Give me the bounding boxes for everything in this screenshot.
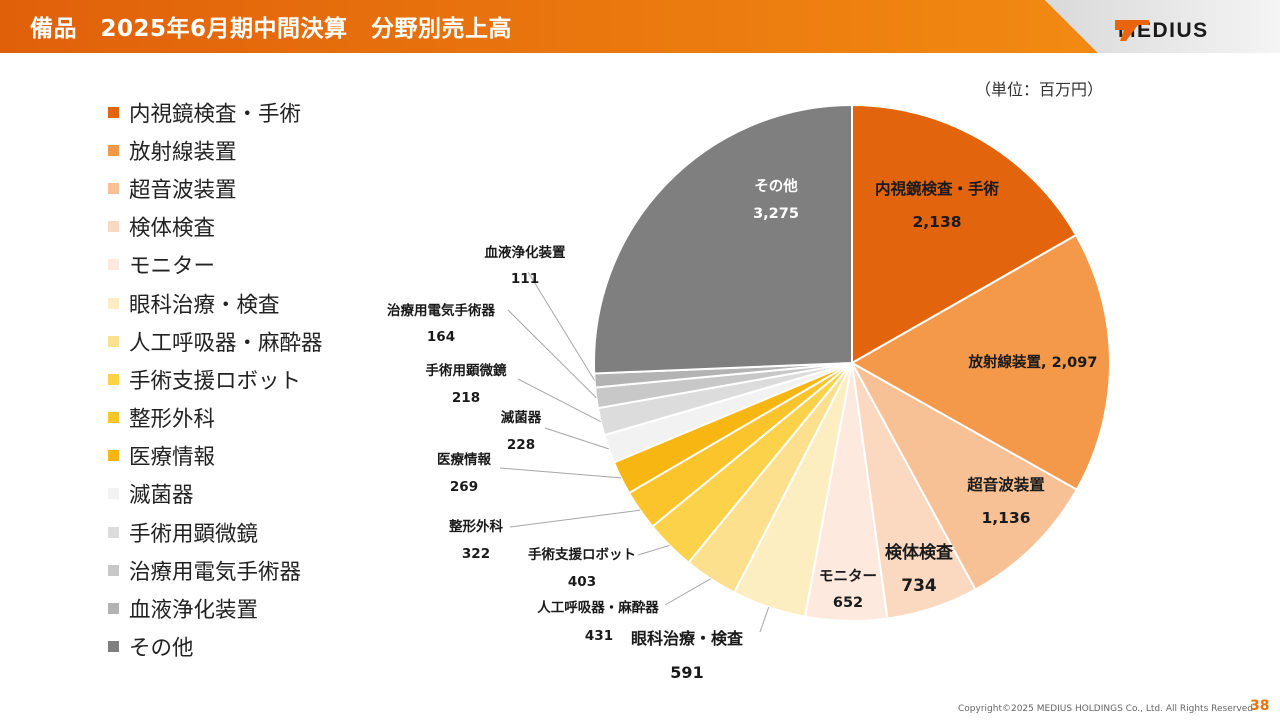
data-label-value: 269 [450, 479, 478, 495]
data-label-value: 431 [585, 628, 613, 644]
legend-label: 眼科治療・検査 [129, 292, 280, 318]
leader-line [527, 271, 596, 381]
data-label-name: モニター [819, 568, 877, 585]
leader-line [664, 578, 711, 606]
data-label-name: 検体検査 [885, 542, 954, 563]
data-label-value: 228 [507, 437, 535, 453]
legend-label: 手術用顕微鏡 [129, 521, 259, 547]
legend-label: 人工呼吸器・麻酔器 [129, 330, 323, 356]
copyright-text: Copyright©2025 MEDIUS HOLDINGS Co., Ltd.… [958, 704, 1254, 714]
legend-label: 医療情報 [129, 445, 216, 471]
legend-swatch [108, 221, 119, 233]
legend-swatch [108, 412, 119, 424]
legend-swatch [108, 182, 119, 194]
legend-item: 治療用電気手術器 [108, 551, 468, 589]
data-label-value: 652 [833, 595, 863, 611]
legend-swatch [108, 641, 119, 653]
data-label-value: 734 [901, 576, 937, 596]
legend-swatch [108, 259, 119, 271]
legend-item: 超音波装置 [108, 169, 468, 207]
data-label-name: 眼科治療・検査 [631, 629, 743, 648]
legend-label: 検体検査 [129, 216, 216, 242]
legend-swatch [108, 564, 119, 576]
data-label-name: 滅菌器 [501, 409, 542, 426]
pie-slice [849, 360, 1079, 591]
legend-label: モニター [129, 254, 216, 280]
legend-label: 滅菌器 [129, 483, 194, 509]
legend-item: 眼科治療・検査 [108, 284, 468, 322]
data-label-name: 治療用電気手術器 [387, 302, 495, 319]
data-label: 放射線装置, 2,097 [968, 353, 1098, 371]
legend-label: 治療用電気手術器 [129, 559, 302, 585]
legend-item: 整形外科 [108, 399, 468, 437]
legend-item: 血液浄化装置 [108, 589, 468, 627]
legend-label: 内視鏡検査・手術 [129, 101, 302, 127]
brand-logo: MEDIUS [1112, 16, 1209, 46]
legend-swatch [108, 526, 119, 538]
legend-swatch [108, 106, 119, 118]
legend-label: 血液浄化装置 [129, 598, 259, 624]
legend-item: 手術支援ロボット [108, 360, 468, 398]
legend-label: その他 [129, 636, 194, 662]
legend-label: 放射線装置 [129, 139, 237, 165]
data-label-value: 164 [427, 329, 455, 345]
data-label-name: 整形外科 [449, 518, 503, 535]
data-label-value: 218 [452, 390, 480, 406]
data-label-name: 血液浄化装置 [485, 244, 566, 261]
pie-slice [849, 233, 1112, 492]
chart-legend: 内視鏡検査・手術 放射線装置超音波装置検体検査モニター眼科治療・検査人工呼吸器・麻… [108, 93, 468, 666]
legend-item: 内視鏡検査・手術 [108, 93, 468, 131]
leader-line [499, 467, 622, 479]
legend-item: 医療情報 [108, 437, 468, 475]
pie-slice [851, 103, 1078, 365]
data-label-name: 手術支援ロボット [528, 546, 636, 563]
data-label-name: 人工呼吸器・麻酔器 [537, 599, 659, 616]
legend-label: 超音波装置 [129, 177, 237, 203]
legend-item: 滅菌器 [108, 475, 468, 513]
data-label-name: その他 [754, 177, 798, 195]
legend-swatch [108, 450, 119, 462]
leader-line [507, 309, 597, 399]
legend-swatch [108, 488, 119, 500]
medius-logo-icon [1115, 20, 1149, 41]
legend-swatch [108, 297, 119, 309]
data-label-value: 591 [670, 663, 703, 682]
data-label-name: 超音波装置 [966, 475, 1045, 494]
page-title: 備品 2025年6月期中間決算 分野別売上高 [30, 16, 513, 42]
data-label-value: 3,275 [753, 206, 799, 222]
leader-line [509, 509, 641, 528]
data-label-value: 403 [568, 574, 596, 590]
legend-swatch [108, 603, 119, 615]
legend-swatch [108, 373, 119, 385]
legend-swatch [108, 335, 119, 347]
data-label-name: 内視鏡検査・手術 [875, 179, 1000, 198]
legend-item: 検体検査 [108, 208, 468, 246]
legend-item: 手術用顕微鏡 [108, 513, 468, 551]
legend-label: 手術支援ロボット [129, 368, 302, 394]
unit-label: （単位：百万円） [975, 80, 1104, 99]
legend-item: その他 [108, 628, 468, 666]
data-label-value: 322 [462, 546, 490, 562]
leader-line [637, 544, 670, 556]
data-label-value: 1,136 [981, 509, 1030, 527]
leader-line [544, 427, 609, 450]
data-label-value: 2,138 [912, 213, 961, 231]
header-bar: 備品 2025年6月期中間決算 分野別売上高 MEDIUS [0, 0, 1280, 53]
leader-line [759, 607, 770, 633]
leader-line [517, 378, 602, 423]
data-label-name: 手術用顕微鏡 [426, 362, 507, 379]
legend-label: 整形外科 [129, 407, 216, 433]
page-number: 38 [1250, 698, 1270, 714]
header-background [0, 0, 1280, 53]
legend-item: モニター [108, 246, 468, 284]
legend-item: 放射線装置 [108, 131, 468, 169]
legend-item: 人工呼吸器・麻酔器 [108, 322, 468, 360]
data-label-name: 医療情報 [437, 451, 491, 468]
pie-slice [593, 103, 853, 375]
data-label-value: 111 [511, 271, 539, 287]
legend-swatch [108, 144, 119, 156]
